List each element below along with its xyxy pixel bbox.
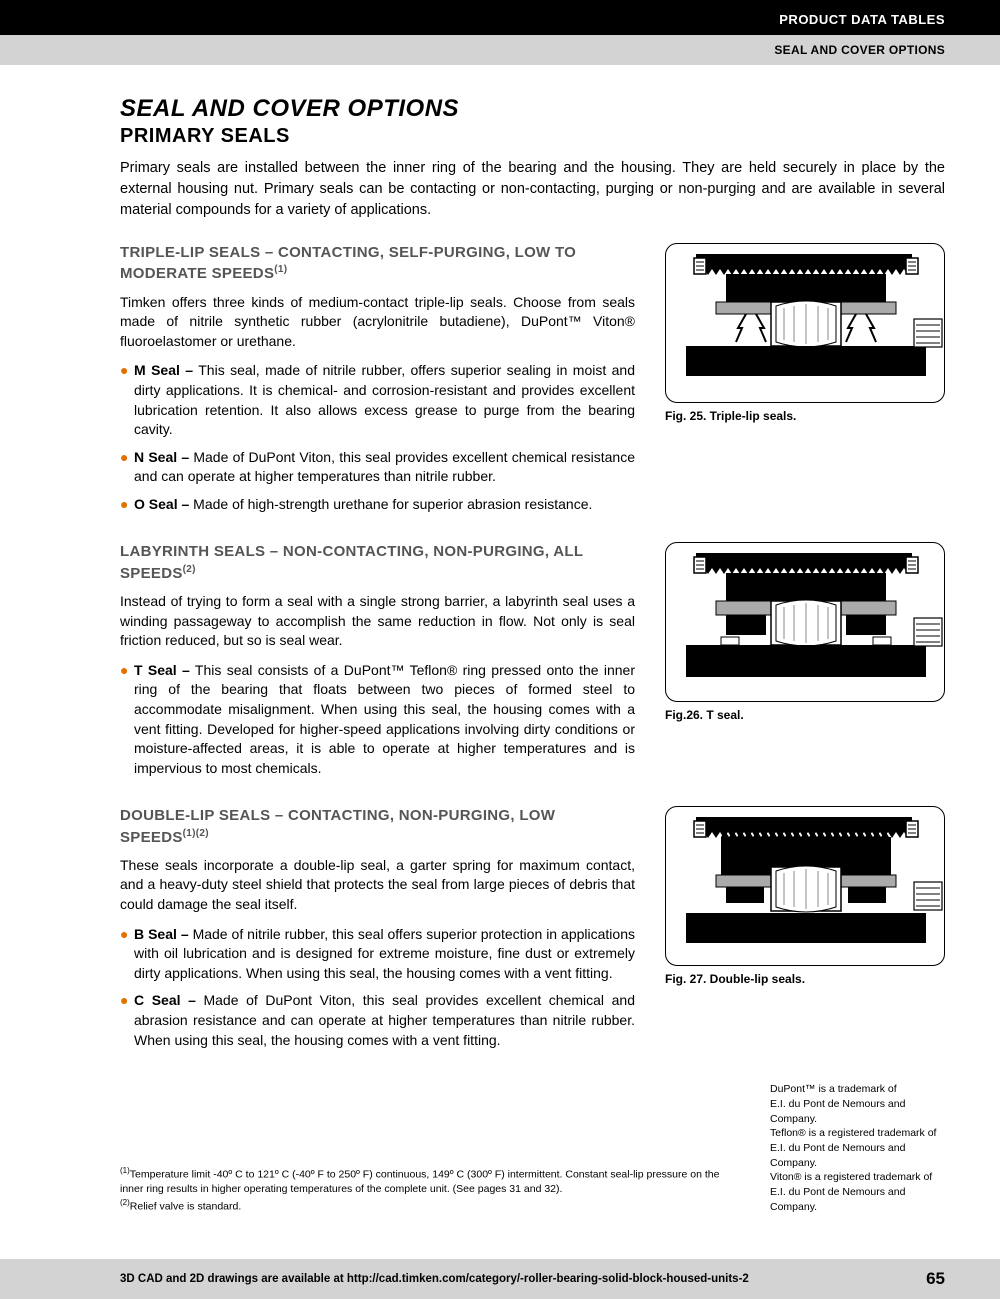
page-footer: 3D CAD and 2D drawings are available at … — [0, 1259, 1000, 1299]
trademark-block: DuPont™ is a trademark ofE.I. du Pont de… — [770, 1082, 945, 1214]
trademark-line: Viton® is a registered trademark of — [770, 1170, 945, 1185]
section-1: LABYRINTH SEALS – NON-CONTACTING, NON-PU… — [120, 542, 945, 786]
intro-paragraph: Primary seals are installed between the … — [120, 158, 945, 221]
seal-diagram — [665, 243, 945, 403]
figure-caption: Fig. 25. Triple-lip seals. — [665, 409, 945, 423]
bullet-item: O Seal – Made of high-strength urethane … — [134, 495, 635, 515]
bullet-list: T Seal – This seal consists of a DuPont™… — [120, 661, 635, 779]
section-heading: DOUBLE-LIP SEALS – CONTACTING, NON-PURGI… — [120, 806, 635, 848]
section-paragraph: Instead of trying to form a seal with a … — [120, 592, 635, 651]
trademark-line: E.I. du Pont de Nemours and Company. — [770, 1185, 945, 1214]
section-paragraph: These seals incorporate a double-lip sea… — [120, 856, 635, 915]
page-number: 65 — [926, 1269, 945, 1289]
bullet-list: B Seal – Made of nitrile rubber, this se… — [120, 925, 635, 1051]
section-heading: LABYRINTH SEALS – NON-CONTACTING, NON-PU… — [120, 542, 635, 584]
trademark-line: DuPont™ is a trademark of — [770, 1082, 945, 1097]
bullet-item: M Seal – This seal, made of nitrile rubb… — [134, 361, 635, 439]
bullet-item: N Seal – Made of DuPont Viton, this seal… — [134, 448, 635, 487]
bullet-item: C Seal – Made of DuPont Viton, this seal… — [134, 991, 635, 1050]
seal-diagram — [665, 542, 945, 702]
footnote-2: Relief valve is standard. — [130, 1201, 241, 1213]
bullet-item: B Seal – Made of nitrile rubber, this se… — [134, 925, 635, 984]
footnotes: (1)Temperature limit -40º C to 121º C (-… — [120, 1165, 740, 1214]
section-paragraph: Timken offers three kinds of medium-cont… — [120, 293, 635, 352]
figure-caption: Fig.26. T seal. — [665, 708, 945, 722]
page-subtitle: PRIMARY SEALS — [120, 125, 945, 148]
page-content: SEAL AND COVER OPTIONS PRIMARY SEALS Pri… — [0, 65, 1000, 1234]
section-0: TRIPLE-LIP SEALS – CONTACTING, SELF-PURG… — [120, 243, 945, 522]
section-2: DOUBLE-LIP SEALS – CONTACTING, NON-PURGI… — [120, 806, 945, 1058]
figure-caption: Fig. 27. Double-lip seals. — [665, 972, 945, 986]
bottom-row: (1)Temperature limit -40º C to 121º C (-… — [120, 1078, 945, 1214]
trademark-line: E.I. du Pont de Nemours and Company. — [770, 1141, 945, 1170]
header-grey-bar: SEAL AND COVER OPTIONS — [0, 35, 1000, 65]
footer-text: 3D CAD and 2D drawings are available at … — [120, 1273, 749, 1285]
bullet-item: T Seal – This seal consists of a DuPont™… — [134, 661, 635, 779]
footnote-1: Temperature limit -40º C to 121º C (-40º… — [120, 1169, 719, 1196]
section-figure: Fig. 27. Double-lip seals. — [665, 806, 945, 1058]
seal-diagram — [665, 806, 945, 966]
section-figure: Fig. 25. Triple-lip seals. — [665, 243, 945, 522]
section-heading: TRIPLE-LIP SEALS – CONTACTING, SELF-PURG… — [120, 243, 635, 285]
header-black-bar: PRODUCT DATA TABLES — [0, 0, 1000, 35]
page-title: SEAL AND COVER OPTIONS — [120, 95, 945, 123]
section-figure: Fig.26. T seal. — [665, 542, 945, 786]
trademark-line: E.I. du Pont de Nemours and Company. — [770, 1097, 945, 1126]
trademark-line: Teflon® is a registered trademark of — [770, 1126, 945, 1141]
bullet-list: M Seal – This seal, made of nitrile rubb… — [120, 361, 635, 514]
